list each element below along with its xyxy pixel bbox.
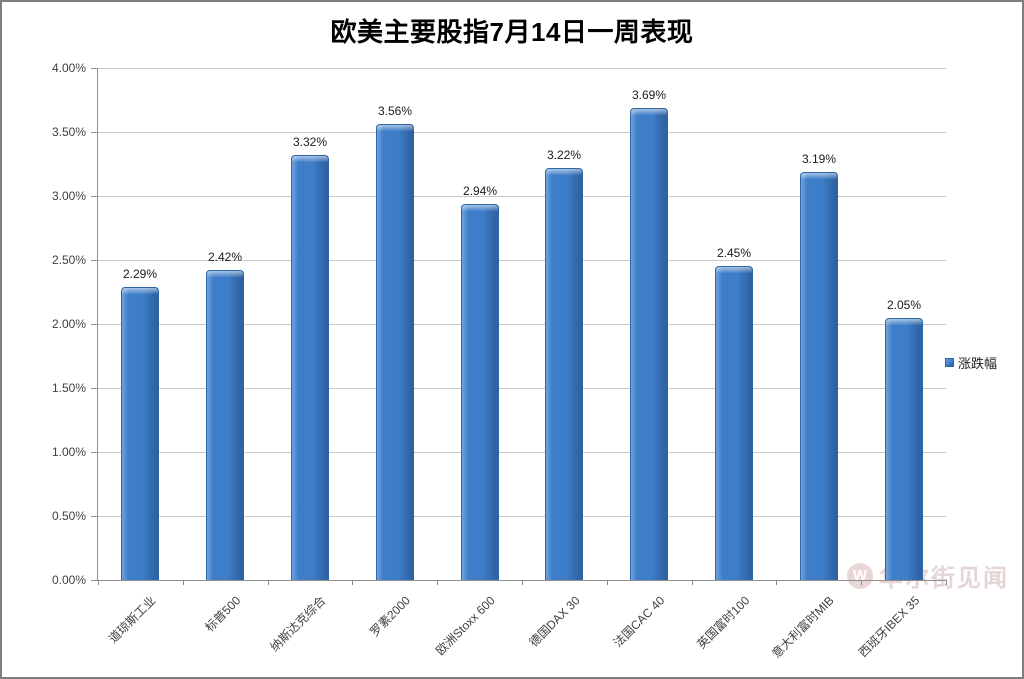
bar-top-highlight (377, 125, 413, 131)
y-axis-label: 1.50% (51, 381, 86, 395)
x-axis-label-text: 罗素2000 (367, 593, 414, 640)
x-axis-tick (352, 580, 353, 585)
y-axis-label: 0.00% (51, 573, 86, 587)
bar-value-label: 2.29% (122, 267, 158, 281)
x-axis-tick (183, 580, 184, 585)
bar (885, 318, 923, 580)
y-axis-tick (91, 196, 97, 197)
bar-value-label: 2.45% (716, 246, 752, 260)
legend: 涨跌幅 (945, 353, 997, 372)
gridline (98, 132, 946, 133)
y-axis-tick (91, 580, 97, 581)
y-axis-tick (91, 68, 97, 69)
chart-title: 欧美主要股指7月14日一周表现 (330, 17, 694, 47)
bar-value-label: 3.22% (546, 148, 582, 162)
gridline (98, 68, 946, 69)
x-axis-label-text: 英国富时100 (694, 593, 753, 652)
y-axis-tick (91, 324, 97, 325)
bar (461, 204, 499, 580)
bar-value-label: 3.32% (292, 135, 328, 149)
x-axis-tick (437, 580, 438, 585)
y-axis-tick (91, 516, 97, 517)
x-axis-tick (946, 580, 947, 585)
x-axis-tick (776, 580, 777, 585)
bar-value-label: 2.42% (207, 250, 243, 264)
wallstreetcn-logo-icon: W (847, 562, 873, 589)
y-axis-label: 4.00% (51, 61, 86, 75)
plot-area: 2.29% 2.42% 3.32% 3.56% 2.94% 3.22% 3.69% 2.45%… (97, 68, 947, 585)
x-axis-label-text: 德国DAX 30 (526, 593, 583, 650)
legend-marker-icon (945, 358, 954, 367)
x-axis-tick (607, 580, 608, 585)
y-axis-label: 1.00% (51, 445, 86, 459)
y-axis-label: 3.00% (51, 189, 86, 203)
bar-value-label: 2.05% (886, 298, 922, 312)
x-axis-tick (861, 580, 862, 585)
bar-value-label: 2.94% (462, 184, 498, 198)
y-axis-label: 2.00% (51, 317, 86, 331)
x-axis-label-text: 意大利富时MIB (769, 593, 838, 661)
bar (291, 155, 329, 580)
x-axis-label-text: 欧洲Stoxx 600 (433, 593, 498, 659)
bar-top-highlight (462, 205, 498, 211)
bar-value-label: 3.69% (631, 88, 667, 102)
gridline (98, 452, 946, 453)
y-axis-tick (91, 452, 97, 453)
x-axis-label-text: 道琼斯工业 (106, 593, 159, 646)
x-axis-label-text: 纳斯达克综合 (267, 593, 329, 655)
y-axis-tick (91, 388, 97, 389)
x-axis-label-text: 法国CAC 40 (610, 593, 668, 651)
x-axis-label-text: 西班牙IBEX 35 (855, 593, 922, 660)
bar-top-highlight (716, 267, 752, 273)
bar (800, 172, 838, 580)
y-axis-label: 3.50% (51, 125, 86, 139)
bar (376, 124, 414, 580)
bar-top-highlight (631, 109, 667, 115)
bar-top-highlight (292, 156, 328, 162)
y-axis-tick (91, 132, 97, 133)
gridline (98, 516, 946, 517)
bar (121, 287, 159, 580)
bar-top-highlight (801, 173, 837, 179)
y-axis-tick (91, 260, 97, 261)
gridline (98, 324, 946, 325)
bar (206, 270, 244, 580)
bar-top-highlight (546, 169, 582, 175)
bar-top-highlight (122, 288, 158, 294)
x-axis-tick (522, 580, 523, 585)
bar (630, 108, 668, 580)
gridline (98, 260, 946, 261)
gridline (98, 388, 946, 389)
x-axis-tick (692, 580, 693, 585)
legend-label: 涨跌幅 (958, 356, 998, 371)
bar (715, 266, 753, 580)
bar-top-highlight (207, 271, 243, 277)
y-axis-label: 2.50% (51, 253, 86, 267)
x-axis-tick (98, 580, 99, 585)
bar-top-highlight (886, 319, 922, 325)
bar-value-label: 3.19% (801, 152, 837, 166)
x-axis-label-text: 标普500 (202, 593, 244, 635)
bar-value-label: 3.56% (377, 104, 413, 118)
gridline (98, 196, 946, 197)
bar (545, 168, 583, 580)
y-axis-label: 0.50% (51, 509, 86, 523)
x-axis-tick (268, 580, 269, 585)
